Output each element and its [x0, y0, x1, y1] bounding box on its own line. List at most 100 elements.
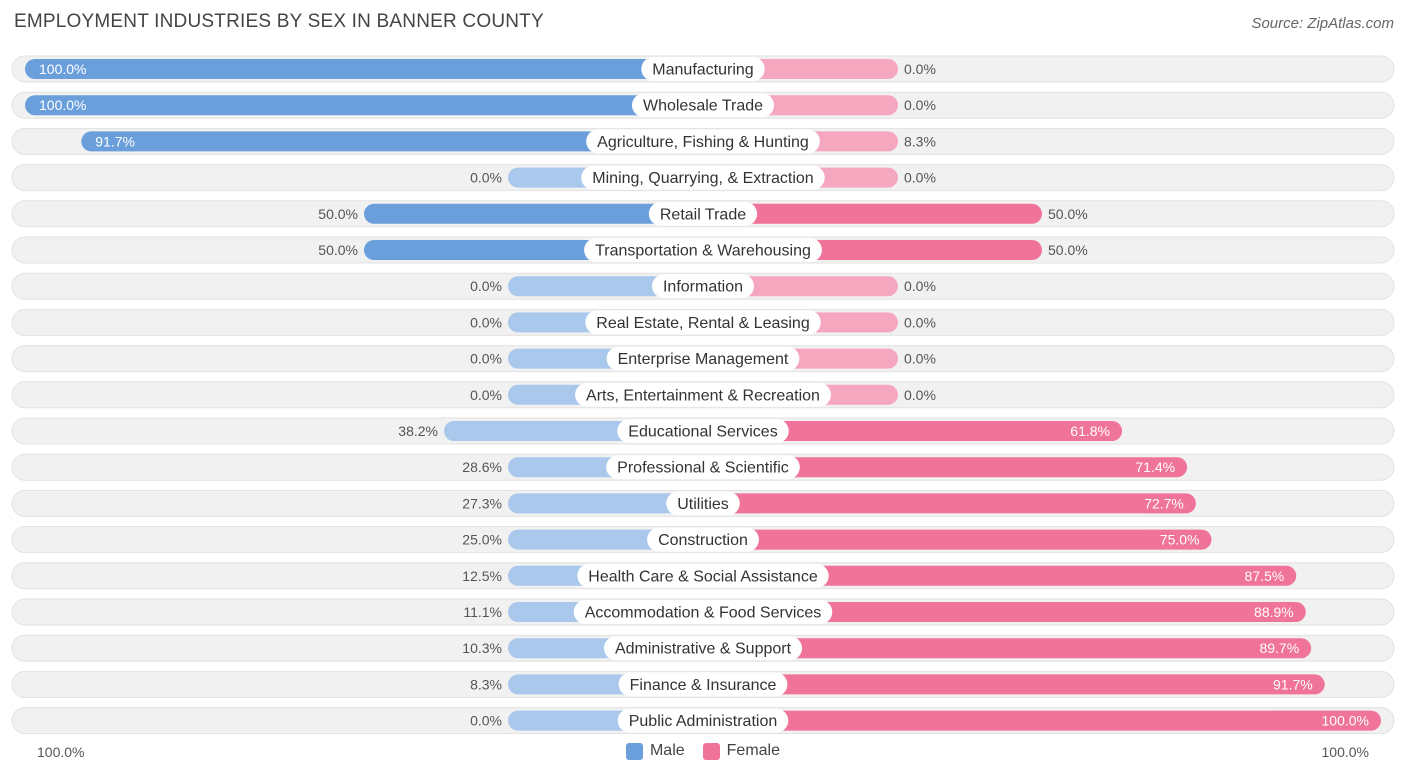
- chart-row: Information 0.0% 0.0%: [11, 272, 1395, 300]
- category-label: Transportation & Warehousing: [595, 243, 811, 260]
- chart-row: Retail Trade 50.0% 50.0%: [11, 200, 1395, 228]
- chart-row: Agriculture, Fishing & Hunting 91.7% 8.3%: [11, 127, 1395, 155]
- category-label-pill: [585, 310, 821, 335]
- female-value-label: 50.0%: [1048, 242, 1088, 258]
- male-value-label: 100.0%: [39, 61, 86, 77]
- category-label: Arts, Entertainment & Recreation: [586, 387, 820, 404]
- female-value-label: 87.5%: [1245, 568, 1285, 584]
- category-label-pill: [651, 274, 755, 299]
- category-label-pill: [573, 600, 833, 624]
- category-label-pill: [647, 527, 759, 552]
- category-label: Information: [663, 279, 743, 296]
- male-bar: [25, 59, 703, 79]
- category-label-pill: [617, 419, 789, 443]
- male-value-label: 0.0%: [470, 314, 502, 330]
- chart-row: Finance & Insurance 8.3% 91.7%: [11, 670, 1395, 698]
- category-label: Accommodation & Food Services: [585, 605, 822, 622]
- male-value-label: 100.0%: [39, 97, 86, 113]
- category-label-pill: [606, 455, 800, 480]
- category-label: Educational Services: [628, 424, 777, 441]
- category-label-pill: [666, 491, 740, 516]
- category-label: Retail Trade: [660, 206, 746, 223]
- chart-row: Construction 25.0% 75.0%: [11, 526, 1395, 554]
- category-label-pill: [577, 563, 829, 588]
- male-value-label: 25.0%: [462, 532, 502, 548]
- legend-swatch-male: [625, 742, 643, 760]
- male-bar: [508, 493, 703, 514]
- category-label-pill: [575, 382, 831, 407]
- female-bar: [703, 203, 1042, 224]
- female-value-label: 0.0%: [904, 278, 936, 294]
- chart-row: Arts, Entertainment & Recreation 0.0% 0.0%: [11, 381, 1395, 409]
- female-value-label: 100.0%: [1322, 713, 1369, 729]
- chart-row: Health Care & Social Assistance 12.5% 87.5…: [11, 562, 1395, 590]
- category-label: Construction: [658, 532, 748, 549]
- chart-title: EMPLOYMENT INDUSTRIES BY SEX IN BANNER C…: [14, 11, 544, 32]
- legend-item-female: Female: [702, 742, 781, 760]
- legend-label-female: Female: [726, 742, 781, 759]
- female-value-label: 89.7%: [1259, 640, 1299, 656]
- category-label: Enterprise Management: [618, 351, 789, 368]
- category-label-pill: [648, 201, 758, 226]
- legend-swatch-female: [702, 742, 720, 760]
- chart-row: Mining, Quarrying, & Extraction 0.0% 0.0%: [11, 164, 1395, 192]
- category-label: Mining, Quarrying, & Extraction: [592, 170, 813, 187]
- category-label-pill: [586, 129, 820, 154]
- female-value-label: 61.8%: [1070, 423, 1110, 439]
- female-value-label: 91.7%: [1273, 676, 1313, 692]
- male-value-label: 28.6%: [462, 459, 502, 475]
- chart-row: Transportation & Warehousing 50.0% 50.0%: [11, 236, 1395, 264]
- female-value-label: 0.0%: [904, 170, 936, 186]
- female-bar: [703, 602, 1306, 622]
- chart-row: Accommodation & Food Services 11.1% 88.9%: [11, 598, 1395, 626]
- category-label-pill: [606, 346, 800, 371]
- category-label-pill: [584, 238, 822, 262]
- chart-row: Manufacturing 100.0% 0.0%: [11, 55, 1395, 83]
- chart-row: Wholesale Trade 100.0% 0.0%: [11, 91, 1395, 119]
- male-value-label: 11.1%: [463, 604, 502, 620]
- female-value-label: 0.0%: [904, 61, 936, 77]
- male-value-label: 27.3%: [462, 495, 502, 511]
- diverging-bar-chart: Manufacturing 100.0% 0.0% Wholesale Trade 10…: [11, 55, 1395, 735]
- male-value-label: 12.5%: [462, 568, 502, 584]
- category-label: Real Estate, Rental & Leasing: [596, 315, 809, 332]
- female-bar: [703, 710, 1381, 731]
- male-value-label: 0.0%: [470, 170, 502, 186]
- male-value-label: 0.0%: [470, 278, 502, 294]
- category-label-pill: [641, 57, 765, 81]
- category-label: Public Administration: [629, 713, 778, 730]
- legend: Male Female: [0, 742, 1406, 760]
- female-bar: [703, 529, 1212, 550]
- female-bar: [703, 493, 1196, 514]
- category-label-pill: [617, 708, 789, 733]
- category-label: Utilities: [677, 496, 729, 513]
- male-value-label: 38.2%: [398, 423, 438, 439]
- category-label-pill: [603, 636, 803, 661]
- male-value-label: 91.7%: [95, 133, 135, 149]
- category-label: Health Care & Social Assistance: [588, 568, 818, 585]
- female-bar: [703, 565, 1297, 586]
- male-bar: [364, 203, 703, 224]
- female-value-label: 0.0%: [904, 351, 936, 367]
- female-bar: [703, 638, 1312, 659]
- chart-row: Professional & Scientific 28.6% 71.4%: [11, 453, 1395, 481]
- male-bar: [81, 131, 704, 152]
- male-value-label: 50.0%: [318, 242, 358, 258]
- chart-row: Educational Services 38.2% 61.8%: [11, 417, 1395, 445]
- female-value-label: 0.0%: [904, 387, 936, 403]
- male-value-label: 0.0%: [470, 713, 502, 729]
- female-value-label: 75.0%: [1160, 532, 1200, 548]
- female-value-label: 88.9%: [1254, 604, 1294, 620]
- category-label: Finance & Insurance: [630, 677, 777, 694]
- male-value-label: 0.0%: [470, 387, 502, 403]
- female-bar: [703, 674, 1325, 695]
- source-credit: Source: ZipAtlas.com: [1251, 15, 1394, 32]
- female-bar: [703, 457, 1188, 478]
- chart-row: Enterprise Management 0.0% 0.0%: [11, 345, 1395, 373]
- male-value-label: 0.0%: [470, 351, 502, 367]
- category-label: Administrative & Support: [615, 641, 792, 658]
- chart-row: Public Administration 0.0% 100.0%: [11, 707, 1395, 735]
- category-label: Agriculture, Fishing & Hunting: [597, 134, 809, 151]
- category-label: Professional & Scientific: [617, 460, 789, 477]
- category-label-pill: [581, 165, 825, 190]
